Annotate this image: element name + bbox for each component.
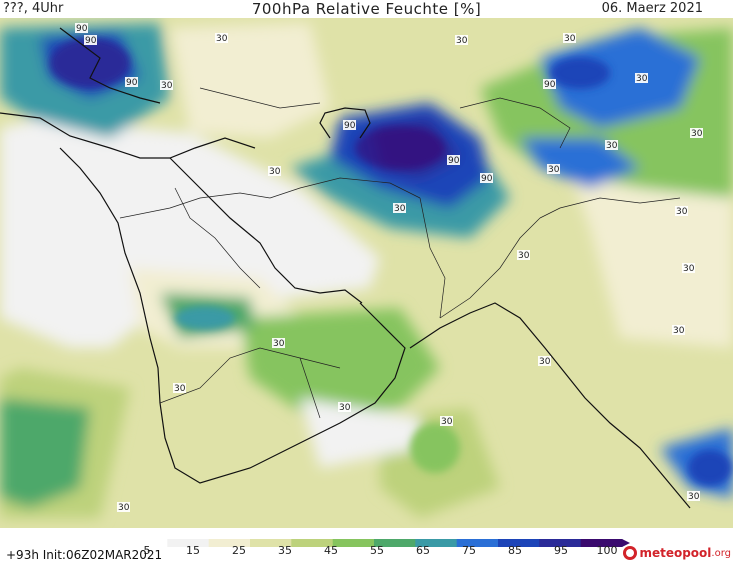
contour-label: 30 [118,503,130,513]
colorbar-tick: 55 [370,544,384,557]
contour-label: 30 [269,167,281,177]
map-title: 700hPa Relative Feuchte [%] [251,0,482,18]
borders [119,87,681,419]
footer-bar: 5 15 25 35 45 55 65 75 85 95 100 +93h In… [0,528,733,566]
contour-label: 90 [344,121,356,131]
colorbar-tick: 75 [462,544,476,557]
contour-label: 30 [676,207,688,217]
colorbar: 5 15 25 35 45 55 65 75 85 95 100 [126,532,630,557]
colorbar-tick: 35 [278,544,292,557]
contour-label: 30 [673,326,685,336]
colorbar-strip [126,539,630,547]
contour-label: 30 [216,34,228,44]
meteopool-logo-icon [623,546,638,560]
logo-text: meteopool [639,546,712,560]
colorbar-tick: 15 [186,544,200,557]
contour-label: 90 [448,156,460,166]
forecast-date: 06. Maerz 2021 [601,1,703,16]
colorbar-tick: 45 [324,544,338,557]
colorbar-segment [498,539,540,547]
colorbar-segment [208,539,251,547]
contour-label: 30 [539,357,551,367]
contour-label: 90 [481,174,493,184]
contour-label: 30 [548,165,560,175]
colorbar-arrow [622,539,630,547]
colorbar-segment [415,539,458,547]
contour-label: 30 [683,264,695,274]
contour-label: 90 [544,80,556,90]
contour-label: 30 [636,74,648,84]
colorbar-segment [291,539,334,547]
colorbar-segment [374,539,416,547]
contour-label: 30 [564,34,576,44]
run-info: +93h Init:06Z02MAR2021 [6,548,163,562]
header-bar: ???, 4Uhr 700hPa Relative Feuchte [%] 06… [0,0,733,18]
colorbar-segment [167,539,210,547]
humidity-cores [50,38,732,486]
colorbar-tick: 5 [143,544,151,557]
colorbar-segment [580,539,623,547]
colorbar-tick: 65 [416,544,430,557]
forecast-weekday-time: ???, 4Uhr [3,1,64,16]
colorbar-segment [456,539,499,547]
contour-label: 90 [126,78,138,88]
contour-label: 30 [518,251,530,261]
contour-label: 30 [339,403,351,413]
colorbar-tick: 85 [508,544,522,557]
map-canvas: 90 90 90 30 30 30 90 90 90 90 30 30 30 3… [0,18,733,528]
contour-label: 30 [688,492,700,502]
coastlines [0,27,691,509]
meteopool-logo[interactable]: meteopool .org [623,543,731,563]
colorbar-segment [126,539,168,547]
contour-label: 30 [456,36,468,46]
colorbar-segment [250,539,292,547]
logo-tld: .org [711,547,731,559]
humidity-map: 90 90 90 30 30 30 90 90 90 90 30 30 30 3… [0,18,733,528]
colorbar-tick: 25 [232,544,246,557]
contour-labels: 90 90 90 30 30 30 90 90 90 90 30 30 30 3… [75,23,703,513]
colorbar-tick: 95 [554,544,568,557]
contour-label: 90 [85,36,97,46]
contour-label: 30 [273,339,285,349]
contour-label: 30 [691,129,703,139]
colorbar-tick: 100 [596,544,618,557]
colorbar-segment [332,539,375,547]
contour-label: 30 [161,81,173,91]
contour-label: 30 [174,384,186,394]
contour-label: 30 [441,417,453,427]
contour-label: 90 [76,24,88,34]
contour-label: 30 [606,141,618,151]
contour-label: 30 [394,204,406,214]
colorbar-segment [539,539,582,547]
